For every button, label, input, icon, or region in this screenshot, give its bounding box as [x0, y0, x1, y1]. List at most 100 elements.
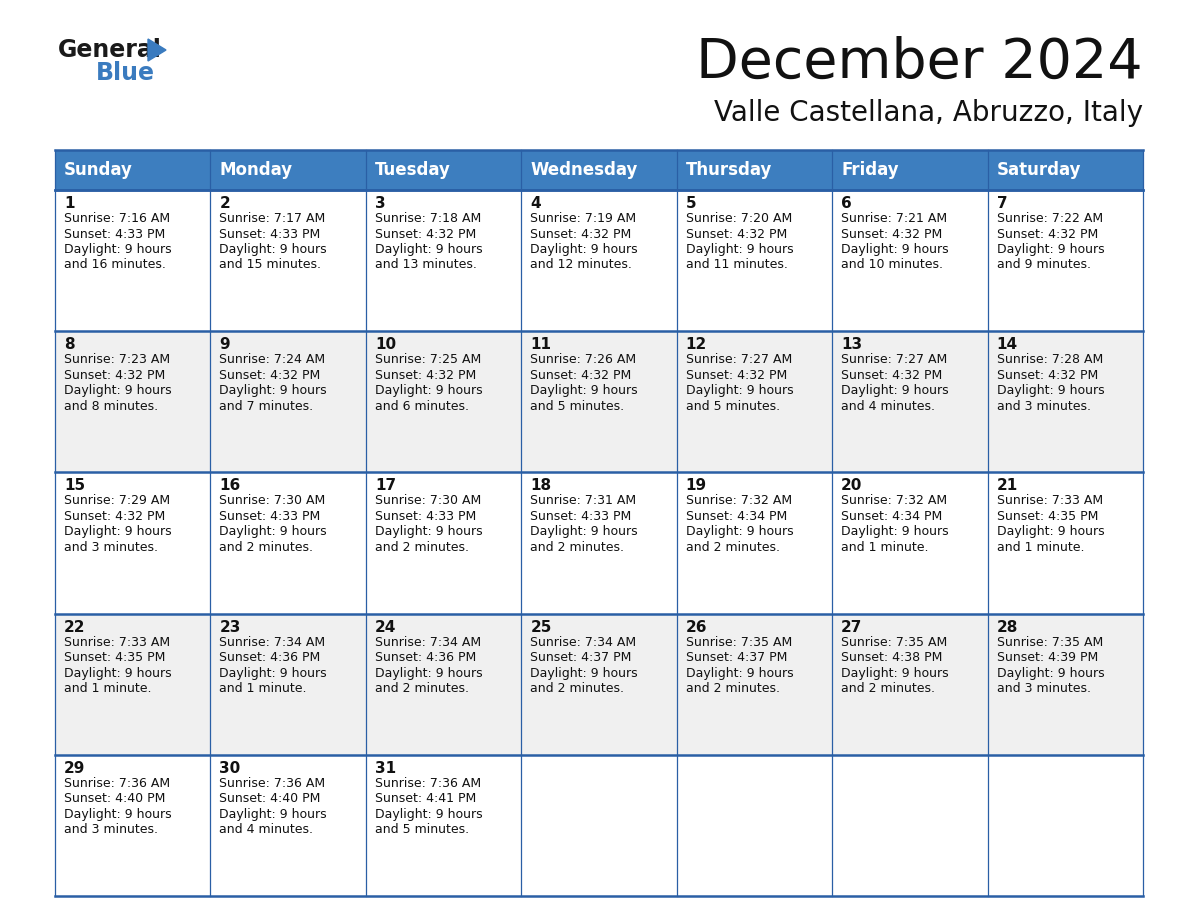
Text: Daylight: 9 hours: Daylight: 9 hours: [685, 666, 794, 679]
Text: Sunset: 4:37 PM: Sunset: 4:37 PM: [685, 651, 788, 664]
Text: Sunrise: 7:31 AM: Sunrise: 7:31 AM: [530, 495, 637, 508]
Text: Daylight: 9 hours: Daylight: 9 hours: [375, 385, 482, 397]
Text: Sunrise: 7:28 AM: Sunrise: 7:28 AM: [997, 353, 1102, 366]
Text: and 2 minutes.: and 2 minutes.: [220, 541, 314, 554]
Text: and 5 minutes.: and 5 minutes.: [530, 399, 625, 413]
Text: and 2 minutes.: and 2 minutes.: [375, 541, 469, 554]
Text: Sunrise: 7:35 AM: Sunrise: 7:35 AM: [997, 635, 1102, 649]
Text: Sunset: 4:32 PM: Sunset: 4:32 PM: [530, 369, 632, 382]
Text: Daylight: 9 hours: Daylight: 9 hours: [64, 666, 171, 679]
Text: and 1 minute.: and 1 minute.: [997, 541, 1085, 554]
Text: Sunset: 4:32 PM: Sunset: 4:32 PM: [997, 369, 1098, 382]
Text: 7: 7: [997, 196, 1007, 211]
Text: Sunset: 4:32 PM: Sunset: 4:32 PM: [841, 228, 942, 241]
Text: 2: 2: [220, 196, 230, 211]
Text: 20: 20: [841, 478, 862, 493]
Bar: [55, 613, 1143, 755]
Text: Daylight: 9 hours: Daylight: 9 hours: [375, 808, 482, 821]
Text: 5: 5: [685, 196, 696, 211]
Text: Daylight: 9 hours: Daylight: 9 hours: [530, 385, 638, 397]
Text: Sunrise: 7:33 AM: Sunrise: 7:33 AM: [64, 635, 170, 649]
Text: and 2 minutes.: and 2 minutes.: [530, 682, 624, 695]
Text: Daylight: 9 hours: Daylight: 9 hours: [685, 243, 794, 256]
Text: 27: 27: [841, 620, 862, 634]
Text: Sunset: 4:38 PM: Sunset: 4:38 PM: [841, 651, 942, 664]
Text: 30: 30: [220, 761, 241, 776]
Text: and 1 minute.: and 1 minute.: [841, 541, 929, 554]
Text: 19: 19: [685, 478, 707, 493]
Text: Tuesday: Tuesday: [375, 161, 450, 179]
Polygon shape: [148, 39, 166, 61]
Bar: [55, 150, 1143, 190]
Text: Daylight: 9 hours: Daylight: 9 hours: [220, 666, 327, 679]
Text: Sunrise: 7:19 AM: Sunrise: 7:19 AM: [530, 212, 637, 225]
Text: Daylight: 9 hours: Daylight: 9 hours: [841, 666, 949, 679]
Text: Sunset: 4:33 PM: Sunset: 4:33 PM: [375, 509, 476, 523]
Text: and 4 minutes.: and 4 minutes.: [841, 399, 935, 413]
Text: Sunset: 4:33 PM: Sunset: 4:33 PM: [220, 228, 321, 241]
Text: 22: 22: [64, 620, 86, 634]
Text: Sunday: Sunday: [64, 161, 133, 179]
Text: Daylight: 9 hours: Daylight: 9 hours: [375, 666, 482, 679]
Text: Thursday: Thursday: [685, 161, 772, 179]
Text: Daylight: 9 hours: Daylight: 9 hours: [220, 525, 327, 538]
Text: Sunrise: 7:22 AM: Sunrise: 7:22 AM: [997, 212, 1102, 225]
Text: Monday: Monday: [220, 161, 292, 179]
Text: Sunrise: 7:23 AM: Sunrise: 7:23 AM: [64, 353, 170, 366]
Text: Sunset: 4:32 PM: Sunset: 4:32 PM: [530, 228, 632, 241]
Text: and 2 minutes.: and 2 minutes.: [685, 541, 779, 554]
Text: Sunrise: 7:36 AM: Sunrise: 7:36 AM: [64, 777, 170, 789]
Text: Sunrise: 7:34 AM: Sunrise: 7:34 AM: [375, 635, 481, 649]
Text: Sunrise: 7:17 AM: Sunrise: 7:17 AM: [220, 212, 326, 225]
Text: 6: 6: [841, 196, 852, 211]
Text: Sunset: 4:32 PM: Sunset: 4:32 PM: [64, 509, 165, 523]
Text: Daylight: 9 hours: Daylight: 9 hours: [685, 385, 794, 397]
Text: and 16 minutes.: and 16 minutes.: [64, 259, 166, 272]
Text: and 2 minutes.: and 2 minutes.: [841, 682, 935, 695]
Text: 4: 4: [530, 196, 541, 211]
Text: Sunrise: 7:21 AM: Sunrise: 7:21 AM: [841, 212, 947, 225]
Text: 11: 11: [530, 337, 551, 353]
Text: Sunset: 4:35 PM: Sunset: 4:35 PM: [997, 509, 1098, 523]
Text: and 1 minute.: and 1 minute.: [220, 682, 307, 695]
Text: Sunset: 4:32 PM: Sunset: 4:32 PM: [375, 228, 476, 241]
Text: Sunset: 4:32 PM: Sunset: 4:32 PM: [997, 228, 1098, 241]
Text: and 2 minutes.: and 2 minutes.: [530, 541, 624, 554]
Text: 17: 17: [375, 478, 396, 493]
Text: 15: 15: [64, 478, 86, 493]
Text: 23: 23: [220, 620, 241, 634]
Text: Valle Castellana, Abruzzo, Italy: Valle Castellana, Abruzzo, Italy: [714, 99, 1143, 127]
Text: 28: 28: [997, 620, 1018, 634]
Text: and 1 minute.: and 1 minute.: [64, 682, 152, 695]
Text: Sunrise: 7:36 AM: Sunrise: 7:36 AM: [220, 777, 326, 789]
Bar: [55, 190, 1143, 331]
Bar: [55, 150, 1143, 896]
Text: Daylight: 9 hours: Daylight: 9 hours: [997, 243, 1104, 256]
Text: 12: 12: [685, 337, 707, 353]
Text: December 2024: December 2024: [696, 36, 1143, 90]
Bar: [55, 755, 1143, 896]
Text: Daylight: 9 hours: Daylight: 9 hours: [530, 666, 638, 679]
Text: 9: 9: [220, 337, 230, 353]
Text: 16: 16: [220, 478, 241, 493]
Text: and 5 minutes.: and 5 minutes.: [685, 399, 779, 413]
Text: Sunset: 4:34 PM: Sunset: 4:34 PM: [685, 509, 786, 523]
Text: 13: 13: [841, 337, 862, 353]
Text: Sunrise: 7:32 AM: Sunrise: 7:32 AM: [685, 495, 792, 508]
Text: Sunrise: 7:35 AM: Sunrise: 7:35 AM: [685, 635, 792, 649]
Text: 1: 1: [64, 196, 75, 211]
Text: Sunset: 4:36 PM: Sunset: 4:36 PM: [220, 651, 321, 664]
Text: Daylight: 9 hours: Daylight: 9 hours: [64, 243, 171, 256]
Text: Daylight: 9 hours: Daylight: 9 hours: [997, 525, 1104, 538]
Text: Sunrise: 7:33 AM: Sunrise: 7:33 AM: [997, 495, 1102, 508]
Text: Sunset: 4:39 PM: Sunset: 4:39 PM: [997, 651, 1098, 664]
Text: Sunset: 4:32 PM: Sunset: 4:32 PM: [375, 369, 476, 382]
Text: Sunrise: 7:35 AM: Sunrise: 7:35 AM: [841, 635, 947, 649]
Text: and 12 minutes.: and 12 minutes.: [530, 259, 632, 272]
Text: and 15 minutes.: and 15 minutes.: [220, 259, 322, 272]
Text: Daylight: 9 hours: Daylight: 9 hours: [220, 243, 327, 256]
Text: Daylight: 9 hours: Daylight: 9 hours: [64, 808, 171, 821]
Text: and 3 minutes.: and 3 minutes.: [997, 682, 1091, 695]
Text: Sunset: 4:34 PM: Sunset: 4:34 PM: [841, 509, 942, 523]
Text: 18: 18: [530, 478, 551, 493]
